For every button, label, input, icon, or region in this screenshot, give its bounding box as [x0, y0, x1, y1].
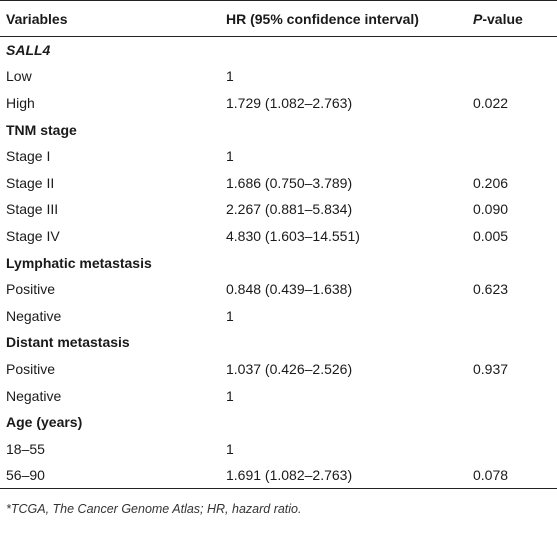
cell-variable: SALL4 — [6, 42, 51, 59]
cell-p-value: 0.206 — [473, 174, 509, 191]
cell-p-value — [467, 435, 557, 462]
table-row: 18–55 1 — [0, 435, 557, 462]
cell-hr: 1 — [226, 387, 234, 404]
table-row: Negative 1 — [0, 302, 557, 329]
header-row: Variables HR (95% confidence interval) P… — [0, 0, 557, 37]
cell-variable: Positive — [6, 281, 56, 298]
table-row: 56–90 1.691 (1.082–2.763) 0.078 — [0, 462, 557, 489]
cell-hr: 1 — [226, 307, 234, 324]
cell-variable: Age (years) — [6, 414, 83, 431]
cell-hr: 1.037 (0.426–2.526) — [226, 360, 353, 377]
table-row: Low 1 — [0, 63, 557, 90]
cell-p-value — [467, 302, 557, 329]
cell-p-value: 0.090 — [473, 201, 509, 218]
cell-variable: Low — [6, 68, 32, 85]
table-row: Positive 0.848 (0.439–1.638) 0.623 — [0, 276, 557, 303]
cell-hr: 1 — [226, 68, 234, 85]
cox-regression-table-container: Variables HR (95% confidence interval) P… — [0, 0, 557, 516]
table-row: Negative 1 — [0, 382, 557, 409]
cell-hr: 2.267 (0.881–5.834) — [226, 201, 353, 218]
table-row: Stage II 1.686 (0.750–3.789) 0.206 — [0, 169, 557, 196]
table-row: High 1.729 (1.082–2.763) 0.022 — [0, 90, 557, 117]
cell-hr: 4.830 (1.603–14.551) — [226, 227, 360, 244]
header-p-suffix: -value — [482, 10, 523, 27]
cell-variable: Negative — [6, 307, 62, 324]
cox-regression-table: Variables HR (95% confidence interval) P… — [0, 0, 557, 489]
cell-hr: 1.686 (0.750–3.789) — [226, 174, 353, 191]
cell-variable: High — [6, 94, 35, 111]
cell-variable: Stage II — [6, 174, 55, 191]
cell-variable: Lymphatic metastasis — [6, 254, 152, 271]
table-group-row: Distant metastasis — [0, 329, 557, 356]
cell-hr — [220, 116, 467, 143]
cell-hr — [220, 329, 467, 356]
cell-variable: Stage I — [6, 148, 51, 165]
cell-hr: 1 — [226, 440, 234, 457]
cell-p-value: 0.005 — [473, 227, 509, 244]
cell-variable: 18–55 — [6, 440, 45, 457]
cell-p-value: 0.022 — [473, 94, 509, 111]
table-group-row: Lymphatic metastasis — [0, 249, 557, 276]
table-row: Stage I 1 — [0, 143, 557, 170]
cell-variable: 56–90 — [6, 467, 45, 484]
table-row: Stage IV 4.830 (1.603–14.551) 0.005 — [0, 223, 557, 250]
cell-hr — [220, 37, 467, 64]
cell-p-value: 0.078 — [473, 467, 509, 484]
cell-p-value — [467, 329, 557, 356]
header-p-value: P-value — [467, 1, 557, 37]
header-p-letter: P — [473, 10, 483, 27]
table-footnote: *TCGA, The Cancer Genome Atlas; HR, haza… — [6, 502, 302, 517]
cell-hr — [220, 249, 467, 276]
cell-p-value — [467, 143, 557, 170]
cell-p-value — [467, 63, 557, 90]
cell-variable: Stage IV — [6, 227, 60, 244]
cell-hr: 1 — [226, 148, 234, 165]
cell-hr — [220, 409, 467, 436]
table-header: Variables HR (95% confidence interval) P… — [0, 0, 557, 37]
cell-p-value — [467, 37, 557, 64]
cell-hr: 1.729 (1.082–2.763) — [226, 94, 353, 111]
cell-p-value — [467, 382, 557, 409]
cell-p-value — [467, 116, 557, 143]
cell-p-value: 0.937 — [473, 360, 509, 377]
table-body: SALL4 Low 1 High 1.729 (1.082–2.763) 0.022 TNM… — [0, 37, 557, 489]
table-row: Positive 1.037 (0.426–2.526) 0.937 — [0, 356, 557, 383]
cell-variable: Stage III — [6, 201, 59, 218]
header-hr: HR (95% confidence interval) — [226, 10, 419, 27]
cell-variable: Positive — [6, 360, 56, 377]
cell-hr: 1.691 (1.082–2.763) — [226, 467, 353, 484]
table-group-row: Age (years) — [0, 409, 557, 436]
cell-variable: TNM stage — [6, 121, 77, 138]
header-variables: Variables — [6, 10, 68, 27]
cell-variable: Negative — [6, 387, 62, 404]
cell-p-value — [467, 409, 557, 436]
cell-variable: Distant metastasis — [6, 334, 130, 351]
cell-p-value — [467, 249, 557, 276]
table-group-row: TNM stage — [0, 116, 557, 143]
cell-hr: 0.848 (0.439–1.638) — [226, 281, 353, 298]
cell-p-value: 0.623 — [473, 281, 509, 298]
table-group-row: SALL4 — [0, 37, 557, 64]
table-row: Stage III 2.267 (0.881–5.834) 0.090 — [0, 196, 557, 223]
